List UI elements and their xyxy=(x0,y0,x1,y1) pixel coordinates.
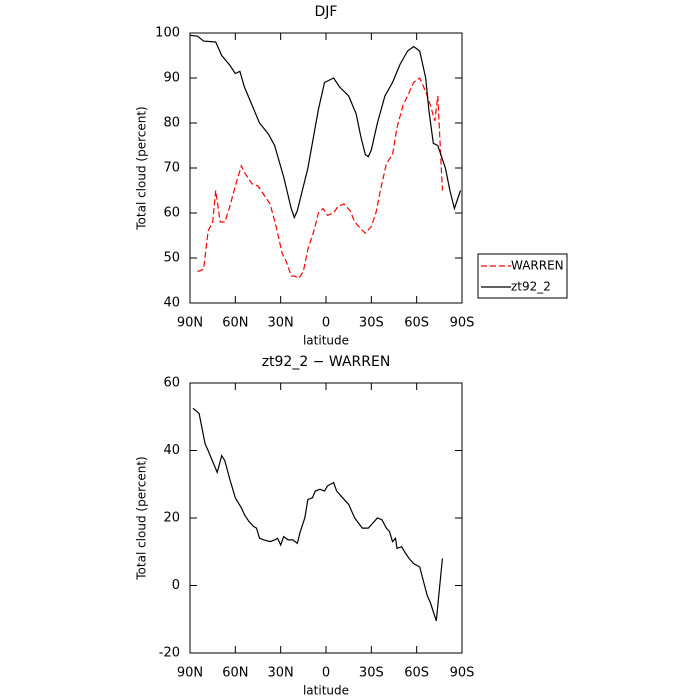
data-line xyxy=(192,407,443,622)
data-line xyxy=(197,77,443,280)
plot-frame xyxy=(189,382,463,654)
x-tick-label: 30S xyxy=(359,666,384,681)
y-axis-title: Total cloud (percent) xyxy=(135,456,149,580)
x-tick-label: 30N xyxy=(268,316,294,331)
x-tick-label: 0 xyxy=(322,316,330,331)
y-tick-label: 40 xyxy=(163,296,180,311)
x-tick-label: 90S xyxy=(450,666,475,681)
legend-label: zt92_2 xyxy=(511,280,551,294)
y-tick-label: 70 xyxy=(163,161,180,176)
x-tick-label: 60S xyxy=(404,316,429,331)
y-tick-label: 90 xyxy=(163,71,180,86)
x-tick-label: 90N xyxy=(177,316,203,331)
y-tick-label: 100 xyxy=(155,26,180,41)
y-tick-label: 0 xyxy=(172,578,180,593)
legend-label: WARREN xyxy=(511,259,564,273)
plot-frame xyxy=(189,32,463,304)
y-tick-label: 50 xyxy=(163,251,180,266)
chart-title: DJF xyxy=(315,4,338,20)
legend-box xyxy=(477,253,568,299)
x-tick-label: 60N xyxy=(222,316,248,331)
x-tick-label: 0 xyxy=(322,666,330,681)
y-tick-label: 40 xyxy=(163,443,180,458)
chart-title: zt92_2 − WARREN xyxy=(262,354,391,370)
x-tick-label: 60N xyxy=(222,666,248,681)
y-tick-label: 60 xyxy=(163,206,180,221)
y-axis-title: Total cloud (percent) xyxy=(135,106,149,230)
x-tick-label: 30S xyxy=(359,316,384,331)
x-tick-label: 90S xyxy=(450,316,475,331)
y-tick-label: -20 xyxy=(159,646,180,661)
data-line xyxy=(189,34,462,220)
y-tick-label: 60 xyxy=(163,376,180,391)
x-tick-label: 90N xyxy=(177,666,203,681)
x-tick-label: 60S xyxy=(404,666,429,681)
x-axis-title: latitude xyxy=(303,684,349,698)
x-tick-label: 30N xyxy=(268,666,294,681)
x-axis-title: latitude xyxy=(303,334,349,348)
y-tick-label: 20 xyxy=(163,511,180,526)
y-tick-label: 80 xyxy=(163,116,180,131)
